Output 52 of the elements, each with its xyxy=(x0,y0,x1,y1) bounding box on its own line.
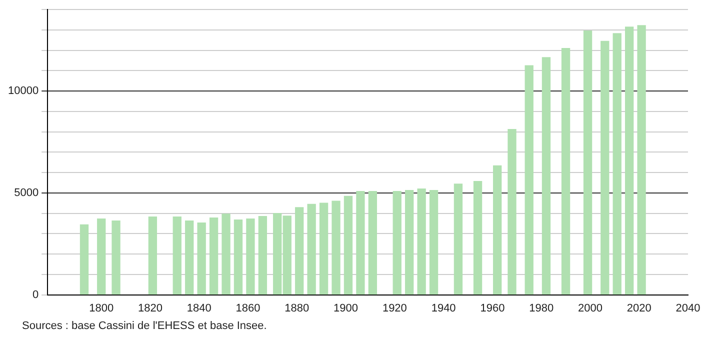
x-tick-label: 1940 xyxy=(431,302,456,314)
x-tick-label: 1920 xyxy=(382,302,407,314)
bar xyxy=(637,25,646,295)
bar xyxy=(258,216,268,295)
y-tick-label: 5000 xyxy=(14,186,39,199)
bar xyxy=(172,216,182,295)
x-tick-label: 1880 xyxy=(284,302,310,314)
bar xyxy=(197,222,206,295)
bar xyxy=(429,190,438,295)
bar xyxy=(307,204,316,295)
bar xyxy=(612,33,622,295)
bar xyxy=(148,216,158,295)
bar xyxy=(332,200,340,295)
bar xyxy=(508,129,516,295)
bar xyxy=(405,190,414,295)
x-tick-label: 1820 xyxy=(138,302,162,314)
y-tick-label: 10000 xyxy=(8,85,39,98)
y-tick-label: 0 xyxy=(32,288,39,301)
bar xyxy=(97,218,106,295)
bar xyxy=(368,190,378,295)
x-tick-label: 1860 xyxy=(236,302,260,314)
x-tick-label: 1980 xyxy=(529,302,554,314)
bar xyxy=(524,65,534,295)
x-tick-label: 2000 xyxy=(578,302,602,314)
x-tick-label: 1800 xyxy=(89,302,114,314)
x-tick-label: 2020 xyxy=(626,302,652,314)
bar xyxy=(222,214,230,295)
x-tick-label: 1900 xyxy=(334,302,358,314)
bar xyxy=(209,217,218,295)
bar xyxy=(583,30,592,295)
bar xyxy=(417,188,426,295)
bar xyxy=(344,196,353,295)
bar xyxy=(246,218,255,295)
bar xyxy=(185,220,194,295)
x-tick-label: 1960 xyxy=(480,302,505,314)
bar xyxy=(473,181,482,295)
source-note: Sources : base Cassini de l'EHESS et base Insee. xyxy=(22,320,267,332)
bar xyxy=(234,220,243,295)
bar xyxy=(600,40,610,295)
bar xyxy=(542,57,551,295)
x-tick-label: 2040 xyxy=(676,302,700,314)
bar xyxy=(561,48,570,295)
bar xyxy=(112,220,120,295)
bar xyxy=(493,165,502,295)
bar xyxy=(356,190,365,295)
bar xyxy=(625,26,634,295)
bar xyxy=(319,202,328,295)
bar xyxy=(80,224,89,295)
bar xyxy=(295,207,304,295)
bar xyxy=(454,184,463,295)
bar xyxy=(392,190,402,295)
x-tick-label: 1840 xyxy=(186,302,212,314)
